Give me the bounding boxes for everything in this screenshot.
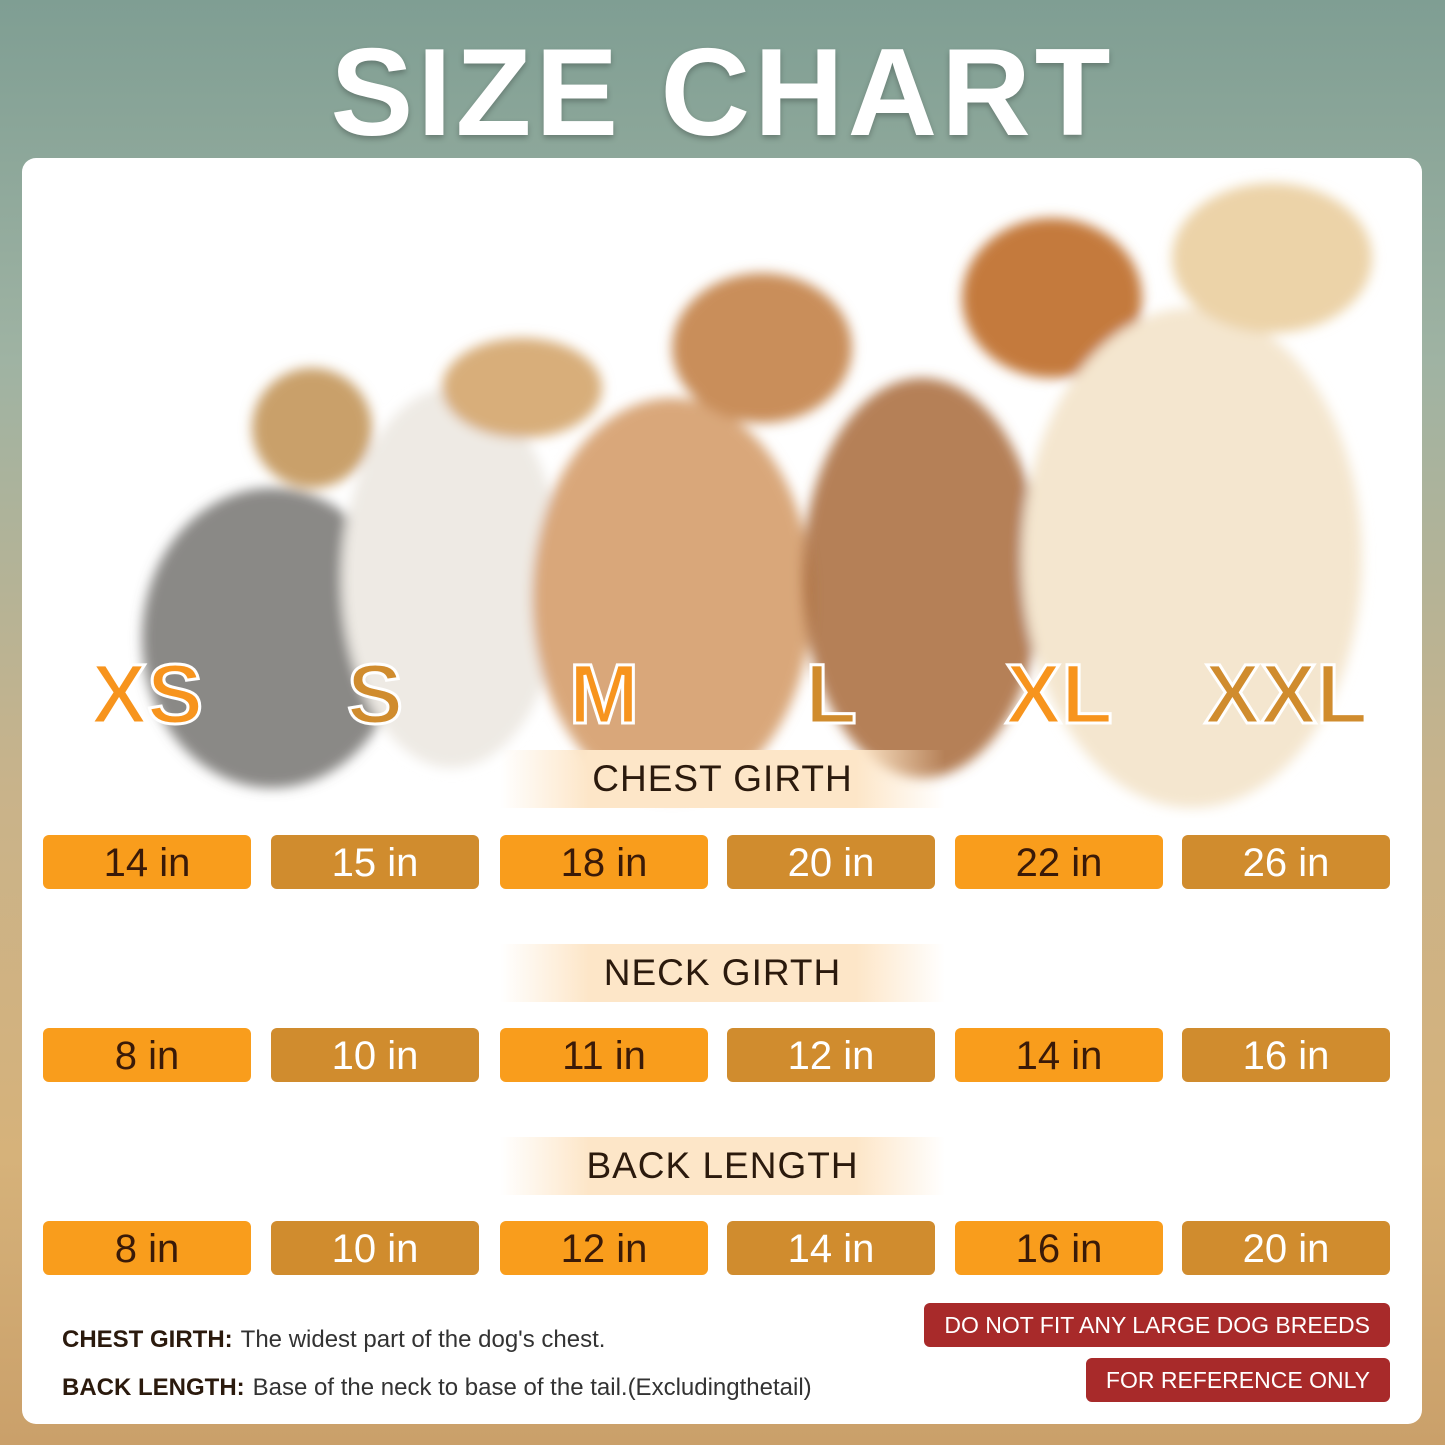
measurement-cell: 20 in xyxy=(727,835,935,889)
measurement-cell: 11 in xyxy=(500,1028,708,1082)
dogs-photo xyxy=(142,183,1372,808)
row-header: CHEST GIRTH xyxy=(500,750,945,808)
size-label-l: L xyxy=(804,647,858,741)
warning-badge-large-breeds: DO NOT FIT ANY LARGE DOG BREEDS xyxy=(924,1303,1390,1347)
note-description: Base of the neck to base of the tail.(Ex… xyxy=(252,1374,812,1401)
measurement-cell: 10 in xyxy=(271,1221,479,1275)
back-length-note: BACK LENGTH: Base of the neck to base of … xyxy=(62,1374,812,1402)
measurement-cell: 16 in xyxy=(955,1221,1163,1275)
row-header: NECK GIRTH xyxy=(500,944,945,1002)
warning-badge-reference: FOR REFERENCE ONLY xyxy=(1085,1358,1390,1402)
bulldog-dog xyxy=(532,398,812,798)
measurement-cell: 15 in xyxy=(271,835,479,889)
size-label-s: S xyxy=(345,647,404,741)
measurement-cell: 16 in xyxy=(1182,1028,1390,1082)
terrier-dog xyxy=(342,388,562,768)
measurement-cell: 14 in xyxy=(43,835,251,889)
beagle-head xyxy=(962,218,1142,378)
size-label-xxl: XXL xyxy=(1203,647,1369,741)
measurement-cell: 10 in xyxy=(271,1028,479,1082)
measurement-cell: 12 in xyxy=(727,1028,935,1082)
size-chart-card: XS S M L XL XXL CHEST GIRTH 14 in 15 in 18 in 20 … xyxy=(22,158,1422,1424)
page-title: SIZE CHART xyxy=(330,24,1115,162)
beagle-dog xyxy=(802,378,1042,778)
measurement-cell: 22 in xyxy=(955,835,1163,889)
measurement-cell: 12 in xyxy=(500,1221,708,1275)
labrador-head xyxy=(1172,183,1372,333)
measurement-cell: 8 in xyxy=(43,1221,251,1275)
measurement-cell: 26 in xyxy=(1182,835,1390,889)
yorkie-head xyxy=(252,368,372,488)
note-term: BACK LENGTH: xyxy=(62,1374,245,1401)
chest-girth-note: CHEST GIRTH: The widest part of the dog's… xyxy=(62,1326,605,1354)
measurement-cell: 14 in xyxy=(727,1221,935,1275)
measurement-cell: 8 in xyxy=(43,1028,251,1082)
measurement-cell: 20 in xyxy=(1182,1221,1390,1275)
note-term: CHEST GIRTH: xyxy=(62,1326,233,1353)
bulldog-head xyxy=(672,273,852,423)
size-label-xl: XL xyxy=(1004,647,1114,741)
labrador-dog xyxy=(1022,308,1362,808)
size-label-m: M xyxy=(568,647,641,741)
terrier-head xyxy=(442,338,602,438)
size-label-xs: XS xyxy=(89,647,204,741)
note-description: The widest part of the dog's chest. xyxy=(240,1326,606,1353)
yorkie-dog xyxy=(142,488,402,788)
measurement-cell: 18 in xyxy=(500,835,708,889)
measurement-cell: 14 in xyxy=(955,1028,1163,1082)
row-header: BACK LENGTH xyxy=(500,1137,945,1195)
